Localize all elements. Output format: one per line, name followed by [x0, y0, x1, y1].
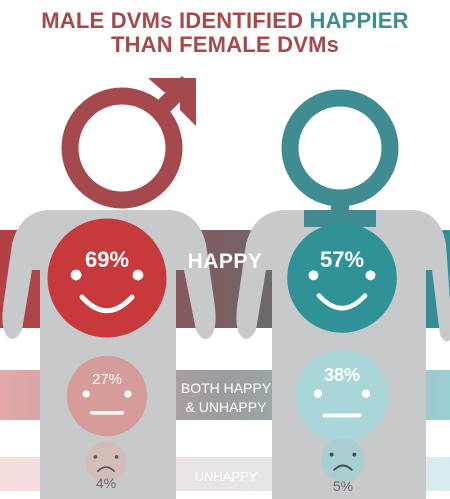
female-both-face-eye-left	[313, 389, 323, 398]
female-unhappy-face-mouth	[333, 464, 353, 471]
female-happy-face-eye-left	[308, 270, 319, 281]
male-symbol-icon	[61, 75, 196, 209]
value-male-happy: 69%	[85, 247, 129, 272]
male-both-face-neutral-face-icon	[66, 355, 148, 437]
female-unhappy-face-sad-face-icon	[321, 438, 365, 482]
male-unhappy-face-mouth	[96, 466, 116, 473]
male-happy-face-mouth	[79, 294, 135, 314]
male-both-face-eye-right	[124, 390, 132, 398]
female-both-face-neutral-face-icon	[295, 349, 389, 443]
male-unhappy-face-sad-face-icon	[85, 441, 127, 483]
label-both-1: BOTH HAPPY	[181, 380, 272, 396]
female-happy-face-eye-right	[365, 270, 376, 281]
value-male-both: 27%	[92, 371, 122, 388]
female-happy-face-happy-face-icon	[287, 223, 397, 333]
female-both-face-eye-right	[361, 389, 371, 398]
male-unhappy-face-eye-right	[114, 455, 119, 459]
title-line-1: MALE DVMs IDENTIFIED HAPPIER	[0, 9, 450, 33]
male-happy-face-eye-left	[70, 269, 82, 281]
value-female-happy: 57%	[320, 247, 364, 272]
female-happy-face-mouth	[316, 293, 368, 311]
male-happy-face-eye-right	[132, 269, 144, 281]
value-female-both: 38%	[324, 365, 360, 385]
female-unhappy-face-eye-left	[329, 452, 334, 457]
value-male-unhappy: 4%	[96, 475, 116, 491]
male-unhappy-face-eye-left	[93, 455, 98, 459]
label-both-2: & UNHAPPY	[186, 399, 268, 415]
value-female-unhappy: 5%	[333, 478, 353, 494]
female-unhappy-face-eye-right	[352, 452, 357, 457]
title-part-teal: HAPPIER	[309, 8, 409, 33]
female-symbol-icon	[281, 89, 399, 236]
male-happy-face-happy-face-icon	[47, 218, 167, 338]
male-both-face-eye-left	[82, 390, 90, 398]
label-happy: HAPPY	[188, 250, 263, 273]
title-part-red: MALE DVMs IDENTIFIED	[41, 8, 310, 33]
title-line-2: THAN FEMALE DVMs	[110, 32, 340, 57]
label-unhappy: UNHAPPY	[195, 469, 258, 484]
